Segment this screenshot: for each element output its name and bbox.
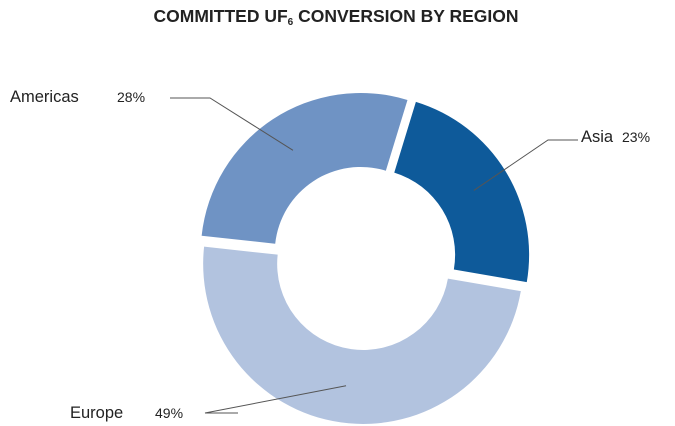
slice-group — [201, 92, 530, 424]
label-asia-name: Asia — [581, 128, 614, 146]
leader-line-group — [170, 97, 578, 414]
label-americas-pct: 28% — [117, 89, 145, 105]
label-europe-pct: 49% — [155, 405, 183, 421]
leader-line-europe — [204, 385, 347, 414]
chart-title-main: COMMITTED UF — [154, 6, 288, 26]
label-europe: Europe 49% — [70, 404, 183, 422]
label-asia-pct: 23% — [622, 129, 650, 145]
slice-asia — [394, 101, 530, 283]
label-asia: Asia 23% — [581, 128, 650, 146]
label-americas-name: Americas — [10, 88, 79, 106]
leader-line-asia — [473, 139, 578, 191]
label-europe-name: Europe — [70, 404, 123, 422]
slice-europe — [203, 246, 521, 424]
chart-title: COMMITTED UF6 CONVERSION BY REGION — [154, 6, 519, 28]
slice-americas — [201, 92, 408, 244]
chart-title-rest: CONVERSION BY REGION — [293, 6, 518, 26]
leader-line-americas — [170, 97, 294, 151]
chart-title-subscript: 6 — [288, 17, 294, 28]
label-americas: Americas 28% — [10, 88, 145, 106]
